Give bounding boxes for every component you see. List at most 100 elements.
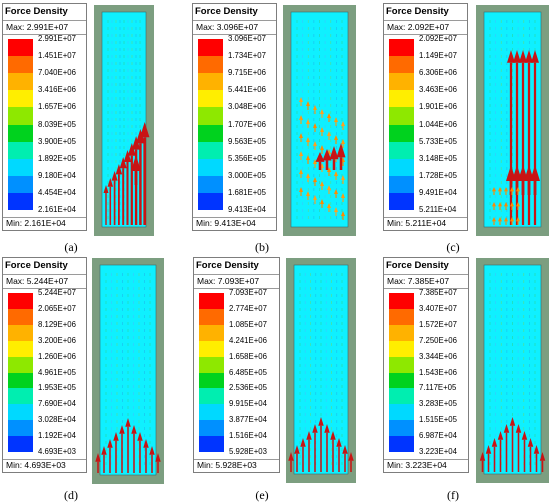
legend-swatch [198,107,223,125]
legend-swatch [199,372,224,389]
force-arrow-head [497,431,504,440]
force-arrow-head [504,202,508,207]
legend-swatch [389,124,414,143]
legend-swatch [389,73,414,91]
legend-tick-label: 1.953E+05 [38,383,76,393]
legend-swatch [389,175,414,194]
force-arrow-head [127,143,136,156]
legend-tick-label: 3.900E+05 [38,136,76,146]
legend-tick-label: 5.211E+04 [419,205,457,214]
legend-swatch [389,356,414,373]
legend-title: Force Density [195,6,258,17]
legend-tick-label: 1.451E+07 [38,51,76,61]
legend-min: Min: 5.211E+04 [387,218,447,228]
legend-swatch [389,372,414,389]
force-arrow-head [315,152,325,162]
force-arrow-head [327,185,331,190]
legend-tick-label: 3.223E+04 [419,447,457,456]
legend-tick-label: 8.129E+06 [38,319,76,329]
force-arrow-head [324,424,330,433]
force-arrow-head [101,446,107,455]
legend-title: Force Density [5,6,68,17]
legend-divider [3,34,86,35]
legend-divider [384,288,468,289]
legend-swatch [389,141,414,160]
legend-min: Min: 3.223E+04 [387,460,447,470]
force-arrow-head [334,189,338,194]
legend-tick-label: 3.407E+07 [419,303,457,313]
legend-tick-label: 1.516E+04 [229,431,267,441]
legend-swatch [389,293,414,310]
force-arrow-head [510,187,514,192]
legend-tick-label: 2.536E+05 [229,383,267,393]
force-density-plot [283,5,356,236]
legend-tick-label: 7.250E+06 [419,335,457,345]
force-arrow-head [329,146,339,160]
legend-divider [3,217,86,218]
legend-swatch [199,324,224,342]
legend-tick-label: 1.681E+05 [228,187,266,197]
legend-divider [194,288,279,289]
force-arrow-head [334,117,338,122]
legend-tick-label: 9.715E+06 [228,68,266,78]
legend-swatch [8,436,33,453]
legend-tick-label: 9.413E+04 [228,205,266,214]
legend-tick-label: 7.385E+07 [419,288,457,297]
force-arrow-head [342,445,348,454]
legend-swatch [199,293,224,310]
force-arrow-head [123,150,132,162]
force-arrow-head [119,425,125,434]
legend-swatch [198,90,223,108]
force-arrow-head [313,105,317,110]
legend-swatch [389,56,414,74]
force-arrow-head [521,431,528,440]
legend-tick-label: 1.658E+06 [229,351,267,361]
legend-tick-label: 6.485E+05 [229,367,267,377]
force-arrow-head [519,50,527,63]
force-arrow-head [348,452,354,461]
legend-divider [194,274,279,275]
force-arrow-head [111,171,118,181]
force-arrow-head [341,175,345,180]
force-arrow-head [479,452,486,461]
legend-swatch [389,340,414,358]
force-arrow-head [320,181,324,186]
force-arrow-head [498,187,502,192]
legend-max: Max: 5.244E+07 [6,276,69,286]
force-arrow-head [507,50,515,63]
force-arrow-head [131,155,141,171]
force-arrow-head [498,217,502,222]
force-arrow-head [119,157,127,169]
force-arrow-head [515,424,522,433]
legend-swatch [198,141,223,160]
legend-swatch [389,90,414,108]
legend-max: Max: 2.991E+07 [6,22,69,32]
legend-tick-label: 3.148E+05 [419,153,457,163]
force-arrow-head [539,452,546,461]
legend-tick-label: 2.065E+07 [38,303,76,313]
force-arrow-head [322,149,332,161]
legend-tick-label: 3.463E+06 [419,85,457,95]
force-arrow-head [320,145,324,150]
legend-tick-label: 3.416E+06 [38,85,76,95]
legend-tick-label: 1.892E+05 [38,153,76,163]
legend-swatch [389,436,414,453]
legend-swatch [199,404,224,421]
legend-swatch [8,175,33,194]
force-arrow-head [530,165,540,181]
legend-swatch [389,404,414,421]
force-arrow-head [306,173,310,178]
legend-tick-label: 1.734E+07 [228,51,266,61]
force-arrow-head [327,203,331,208]
legend-swatch [389,158,414,177]
legend-divider [194,459,279,460]
legend-tick-label: 2.092E+07 [419,34,457,43]
legend-swatch [389,192,414,211]
legend-swatch [389,39,414,57]
force-density-plot [476,258,549,483]
force-arrow-head [288,452,294,461]
legend-swatch [199,420,224,437]
force-arrow-head [341,193,345,198]
force-arrow-head [492,187,496,192]
force-arrow-head [299,169,303,174]
